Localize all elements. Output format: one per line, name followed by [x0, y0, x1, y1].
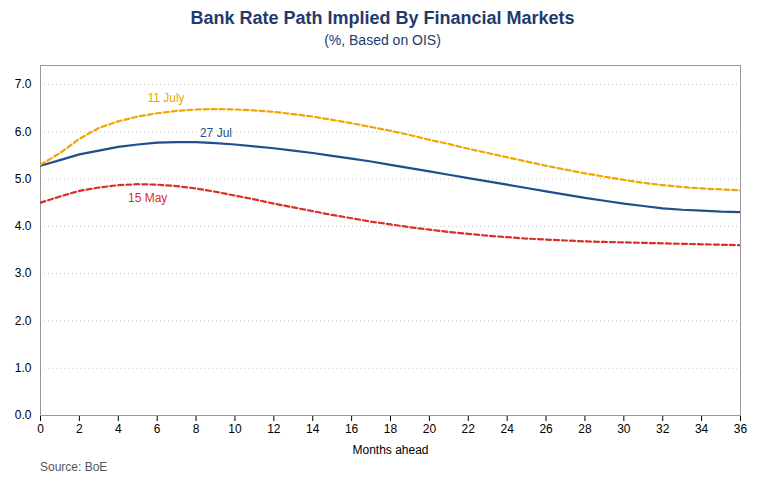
svg-text:34: 34 [695, 422, 709, 436]
svg-text:32: 32 [656, 422, 670, 436]
svg-text:3.0: 3.0 [15, 266, 32, 280]
svg-text:28: 28 [578, 422, 592, 436]
svg-text:14: 14 [306, 422, 320, 436]
svg-text:12: 12 [267, 422, 281, 436]
svg-text:5.0: 5.0 [15, 172, 32, 186]
svg-text:15 May: 15 May [128, 191, 167, 205]
svg-text:36: 36 [734, 422, 748, 436]
svg-text:22: 22 [462, 422, 476, 436]
svg-text:26: 26 [539, 422, 553, 436]
svg-text:1.0: 1.0 [15, 361, 32, 375]
svg-text:16: 16 [345, 422, 359, 436]
html-text:Bank Rate Path Implied By Fina: Bank Rate Path Implied By Financial Mark… [190, 8, 575, 28]
svg-text:8: 8 [193, 422, 200, 436]
svg-text:0: 0 [37, 422, 44, 436]
svg-text:4.0: 4.0 [15, 219, 32, 233]
svg-text:18: 18 [384, 422, 398, 436]
svg-text:6: 6 [154, 422, 161, 436]
html-text:(%, Based on OIS): (%, Based on OIS) [324, 32, 441, 48]
svg-text:4: 4 [115, 422, 122, 436]
html-text:Source: BoE: Source: BoE [40, 460, 108, 474]
svg-text:24: 24 [500, 422, 514, 436]
svg-text:11 July: 11 July [147, 91, 184, 105]
svg-text:Months ahead: Months ahead [352, 443, 428, 457]
svg-text:0.0: 0.0 [15, 408, 32, 422]
svg-text:30: 30 [617, 422, 631, 436]
svg-text:6.0: 6.0 [15, 125, 32, 139]
svg-text:27 Jul: 27 Jul [200, 126, 232, 140]
svg-text:20: 20 [423, 422, 437, 436]
svg-text:10: 10 [228, 422, 242, 436]
svg-text:2.0: 2.0 [15, 314, 32, 328]
svg-text:7.0: 7.0 [15, 77, 32, 91]
svg-text:2: 2 [76, 422, 83, 436]
